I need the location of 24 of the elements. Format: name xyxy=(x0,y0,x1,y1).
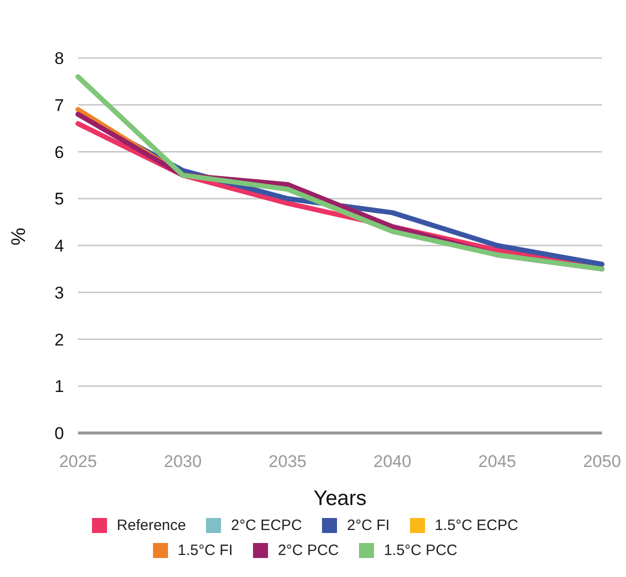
legend-label: 2°C PCC xyxy=(276,542,339,559)
y-tick-label: 7 xyxy=(54,96,64,115)
y-tick-label: 3 xyxy=(54,283,64,302)
y-axis-title: % xyxy=(8,228,30,246)
x-tick-label: 2040 xyxy=(373,452,412,472)
y-tick-label: 4 xyxy=(54,236,64,256)
x-tick-label: 2045 xyxy=(478,452,516,472)
y-tick-label: 1 xyxy=(54,377,64,396)
legend-label: 1.5°C PCC xyxy=(382,542,458,559)
y-tick-label: 8 xyxy=(54,49,64,68)
legend-label: 1.5°C ECPC xyxy=(434,517,518,534)
y-tick-label: 5 xyxy=(54,190,64,209)
y-tick-label: 2 xyxy=(54,330,64,350)
legend-label: 1.5°C FI xyxy=(176,542,233,559)
x-tick-label: 2025 xyxy=(59,452,97,472)
legend-label: 2°C ECPC xyxy=(230,517,302,534)
legend-label: 2°C FI xyxy=(346,517,390,534)
y-tick-label: 6 xyxy=(54,142,64,162)
y-tick-label: 0 xyxy=(54,424,64,444)
x-tick-label: 2030 xyxy=(164,452,202,472)
x-axis-title: Years xyxy=(314,487,366,510)
legend-label: Reference xyxy=(116,517,186,534)
x-tick-label: 2035 xyxy=(268,452,307,472)
x-tick-label: 2050 xyxy=(583,452,621,472)
